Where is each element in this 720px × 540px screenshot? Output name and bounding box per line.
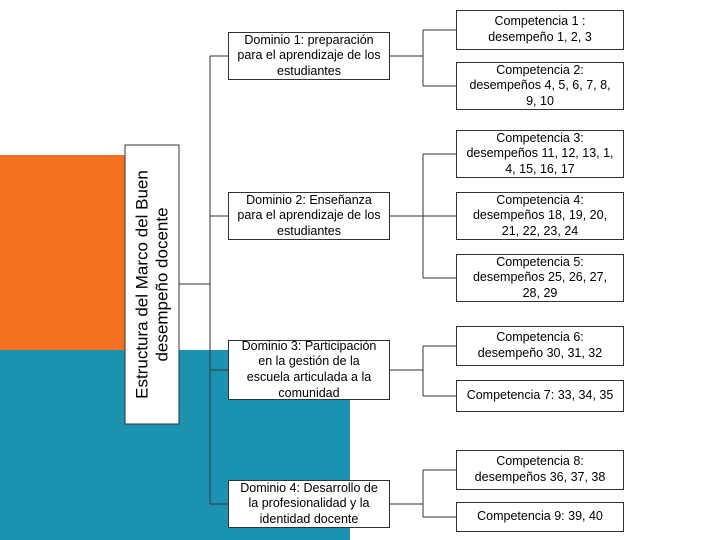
dominio-box-1: Dominio 1: preparación para el aprendiza… bbox=[228, 32, 390, 80]
competencia-box-9: Competencia 9: 39, 40 bbox=[456, 502, 624, 532]
dominio-box-4: Dominio 4: Desarrollo de la profesionali… bbox=[228, 480, 390, 528]
competencia-box-5: Competencia 5: desempeños 25, 26, 27, 28… bbox=[456, 254, 624, 302]
competencia-box-8: Competencia 8: desempeños 36, 37, 38 bbox=[456, 450, 624, 490]
competencia-box-7: Competencia 7: 33, 34, 35 bbox=[456, 380, 624, 412]
competencia-box-2: Competencia 2: desempeños 4, 5, 6, 7, 8,… bbox=[456, 62, 624, 110]
dominio-box-3: Dominio 3: Participación en la gestión d… bbox=[228, 340, 390, 400]
root-title: Estructura del Marco del Buen desempeño … bbox=[125, 144, 180, 424]
root-title-text: Estructura del Marco del Buen desempeño … bbox=[132, 149, 171, 419]
competencia-box-6: Competencia 6: desempeño 30, 31, 32 bbox=[456, 326, 624, 366]
competencia-box-4: Competencia 4: desempeños 18, 19, 20, 21… bbox=[456, 192, 624, 240]
competencia-box-1: Competencia 1 : desempeño 1, 2, 3 bbox=[456, 10, 624, 50]
dominio-box-2: Dominio 2: Enseñanza para el aprendizaje… bbox=[228, 192, 390, 240]
competencia-box-3: Competencia 3: desempeños 11, 12, 13, 1,… bbox=[456, 130, 624, 178]
